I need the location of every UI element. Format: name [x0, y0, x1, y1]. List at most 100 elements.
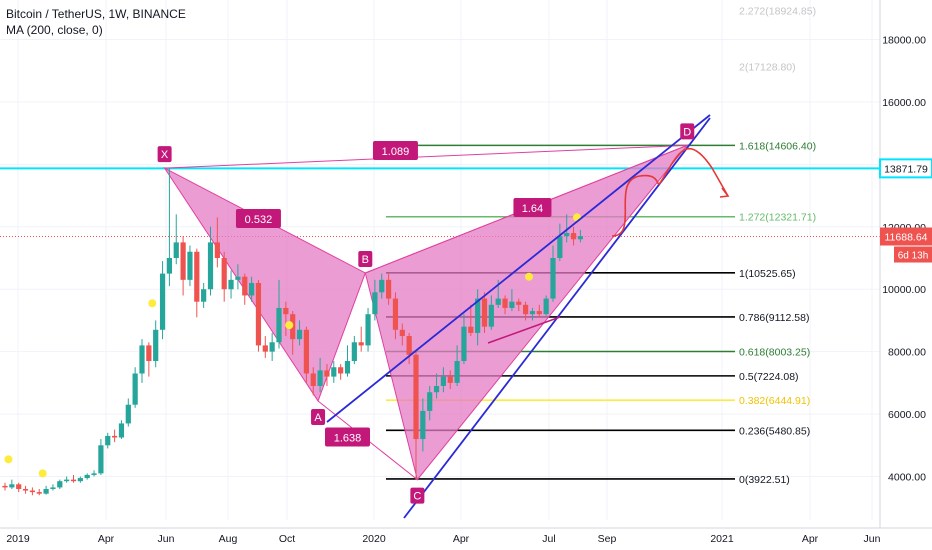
- candle-74: [509, 301, 515, 308]
- candle-35: [242, 276, 248, 296]
- candle-17: [118, 423, 125, 438]
- x-tick-label-5: 2020: [362, 533, 386, 545]
- candle-5: [36, 492, 42, 494]
- countdown-tag: 6d 13h: [898, 251, 929, 262]
- candle-46: [317, 370, 323, 386]
- candle-68: [468, 326, 474, 333]
- point-label-A: A: [314, 412, 322, 424]
- candle-63: [433, 385, 440, 393]
- candle-3: [22, 488, 29, 491]
- ratio-label-3: 1.64: [522, 203, 543, 215]
- countdown-tag-bg: [894, 246, 932, 263]
- pattern-xd: [164, 144, 688, 169]
- point-label-bg-A: [311, 408, 326, 425]
- fib-label-1: 2(17128.80): [739, 62, 796, 74]
- candle-22: [153, 329, 159, 362]
- candle-55: [379, 279, 385, 293]
- fib-label-0: 2.272(18924.85): [739, 6, 816, 18]
- candle-30: [207, 242, 214, 290]
- ma-marker-2: [148, 299, 157, 308]
- candle-64: [440, 376, 446, 386]
- candlestick-series: [2, 168, 583, 496]
- fib-label-4: 1(10525.65): [739, 268, 796, 280]
- candle-47: [324, 370, 330, 377]
- symbol-title[interactable]: Bitcoin / TetherUS, 1W, BINANCE: [6, 7, 186, 21]
- ratio-label-2: 1.089: [382, 146, 410, 158]
- candle-23: [159, 273, 166, 330]
- candle-34: [235, 276, 241, 280]
- candle-72: [495, 298, 501, 305]
- candle-37: [255, 282, 262, 346]
- fib-label-7: 0.5(7224.08): [739, 371, 799, 383]
- point-label-bg-B: [358, 250, 373, 267]
- candle-60: [413, 354, 419, 440]
- candle-59: [406, 336, 412, 355]
- projection-arrow: [719, 187, 730, 198]
- x-tick-label-10: Apr: [802, 533, 819, 545]
- candle-71: [488, 304, 494, 327]
- candle-31: [214, 242, 220, 259]
- candle-67: [461, 326, 467, 362]
- candle-75: [516, 301, 522, 305]
- candle-32: [221, 258, 227, 290]
- candle-10: [70, 479, 77, 482]
- candle-11: [77, 478, 83, 482]
- point-label-X: X: [161, 149, 169, 161]
- price-line-tag-bg: [879, 158, 932, 179]
- fib-label-10: 0(3922.51): [739, 474, 790, 486]
- ratio-label-1: 1.638: [334, 432, 362, 444]
- candle-49: [338, 367, 344, 374]
- candle-52: [358, 342, 364, 346]
- ratio-label-bg-2: [372, 140, 418, 160]
- ma-marker-3: [285, 321, 294, 330]
- candle-24: [166, 258, 172, 274]
- chart-legend: Bitcoin / TetherUS, 1W, BINANCE MA (200,…: [6, 6, 186, 38]
- candle-62: [427, 392, 433, 411]
- candle-66: [454, 361, 460, 383]
- point-label-C: C: [413, 491, 421, 503]
- candle-18: [125, 404, 131, 424]
- ratio-label-bg-3: [513, 198, 552, 218]
- y-tick-label-1: 16000.00: [882, 97, 926, 109]
- candle-36: [249, 282, 255, 296]
- candle-78: [536, 311, 542, 315]
- x-tick-label-8: Sep: [598, 533, 617, 545]
- candle-51: [351, 342, 357, 362]
- candle-61: [420, 410, 426, 440]
- fib-label-9: 0.236(5480.85): [739, 425, 810, 437]
- candle-58: [399, 329, 405, 337]
- candle-9: [64, 479, 70, 482]
- price-line-tag: 13871.79: [884, 163, 928, 175]
- pattern-overlay: X A B C D 0.532 1.638 1.089 1.64: [157, 114, 730, 519]
- candle-50: [344, 361, 351, 374]
- candle-14: [98, 445, 104, 474]
- candle-80: [550, 258, 556, 299]
- point-label-bg-D: [680, 123, 695, 140]
- y-tick-label-5: 8000.00: [888, 347, 926, 359]
- x-tick-label-9: 2021: [710, 533, 734, 545]
- candle-70: [481, 298, 488, 327]
- candle-7: [50, 487, 56, 489]
- candle-26: [180, 242, 186, 280]
- current-price-tag: 11688.64: [884, 232, 927, 244]
- projection-path: [611, 147, 729, 237]
- candle-6: [43, 488, 49, 494]
- point-label-B: B: [362, 254, 369, 266]
- x-tick-label-4: Oct: [279, 533, 295, 545]
- indicator-title[interactable]: MA (200, close, 0): [6, 23, 103, 37]
- fib-label-8: 0.382(6444.91): [739, 395, 810, 407]
- y-tick-label-7: 4000.00: [888, 472, 926, 484]
- candle-69: [475, 298, 481, 333]
- candle-73: [502, 298, 508, 308]
- ratio-label-bg-0: [235, 208, 281, 228]
- x-tick-label-6: Apr: [453, 533, 470, 545]
- candle-29: [201, 289, 207, 302]
- candle-19: [132, 373, 138, 405]
- ratio-label-0: 0.532: [245, 214, 273, 226]
- candle-54: [372, 292, 378, 315]
- candle-79: [543, 298, 549, 315]
- candle-81: [557, 236, 563, 259]
- fib-label-3: 1.272(12321.71): [739, 212, 816, 224]
